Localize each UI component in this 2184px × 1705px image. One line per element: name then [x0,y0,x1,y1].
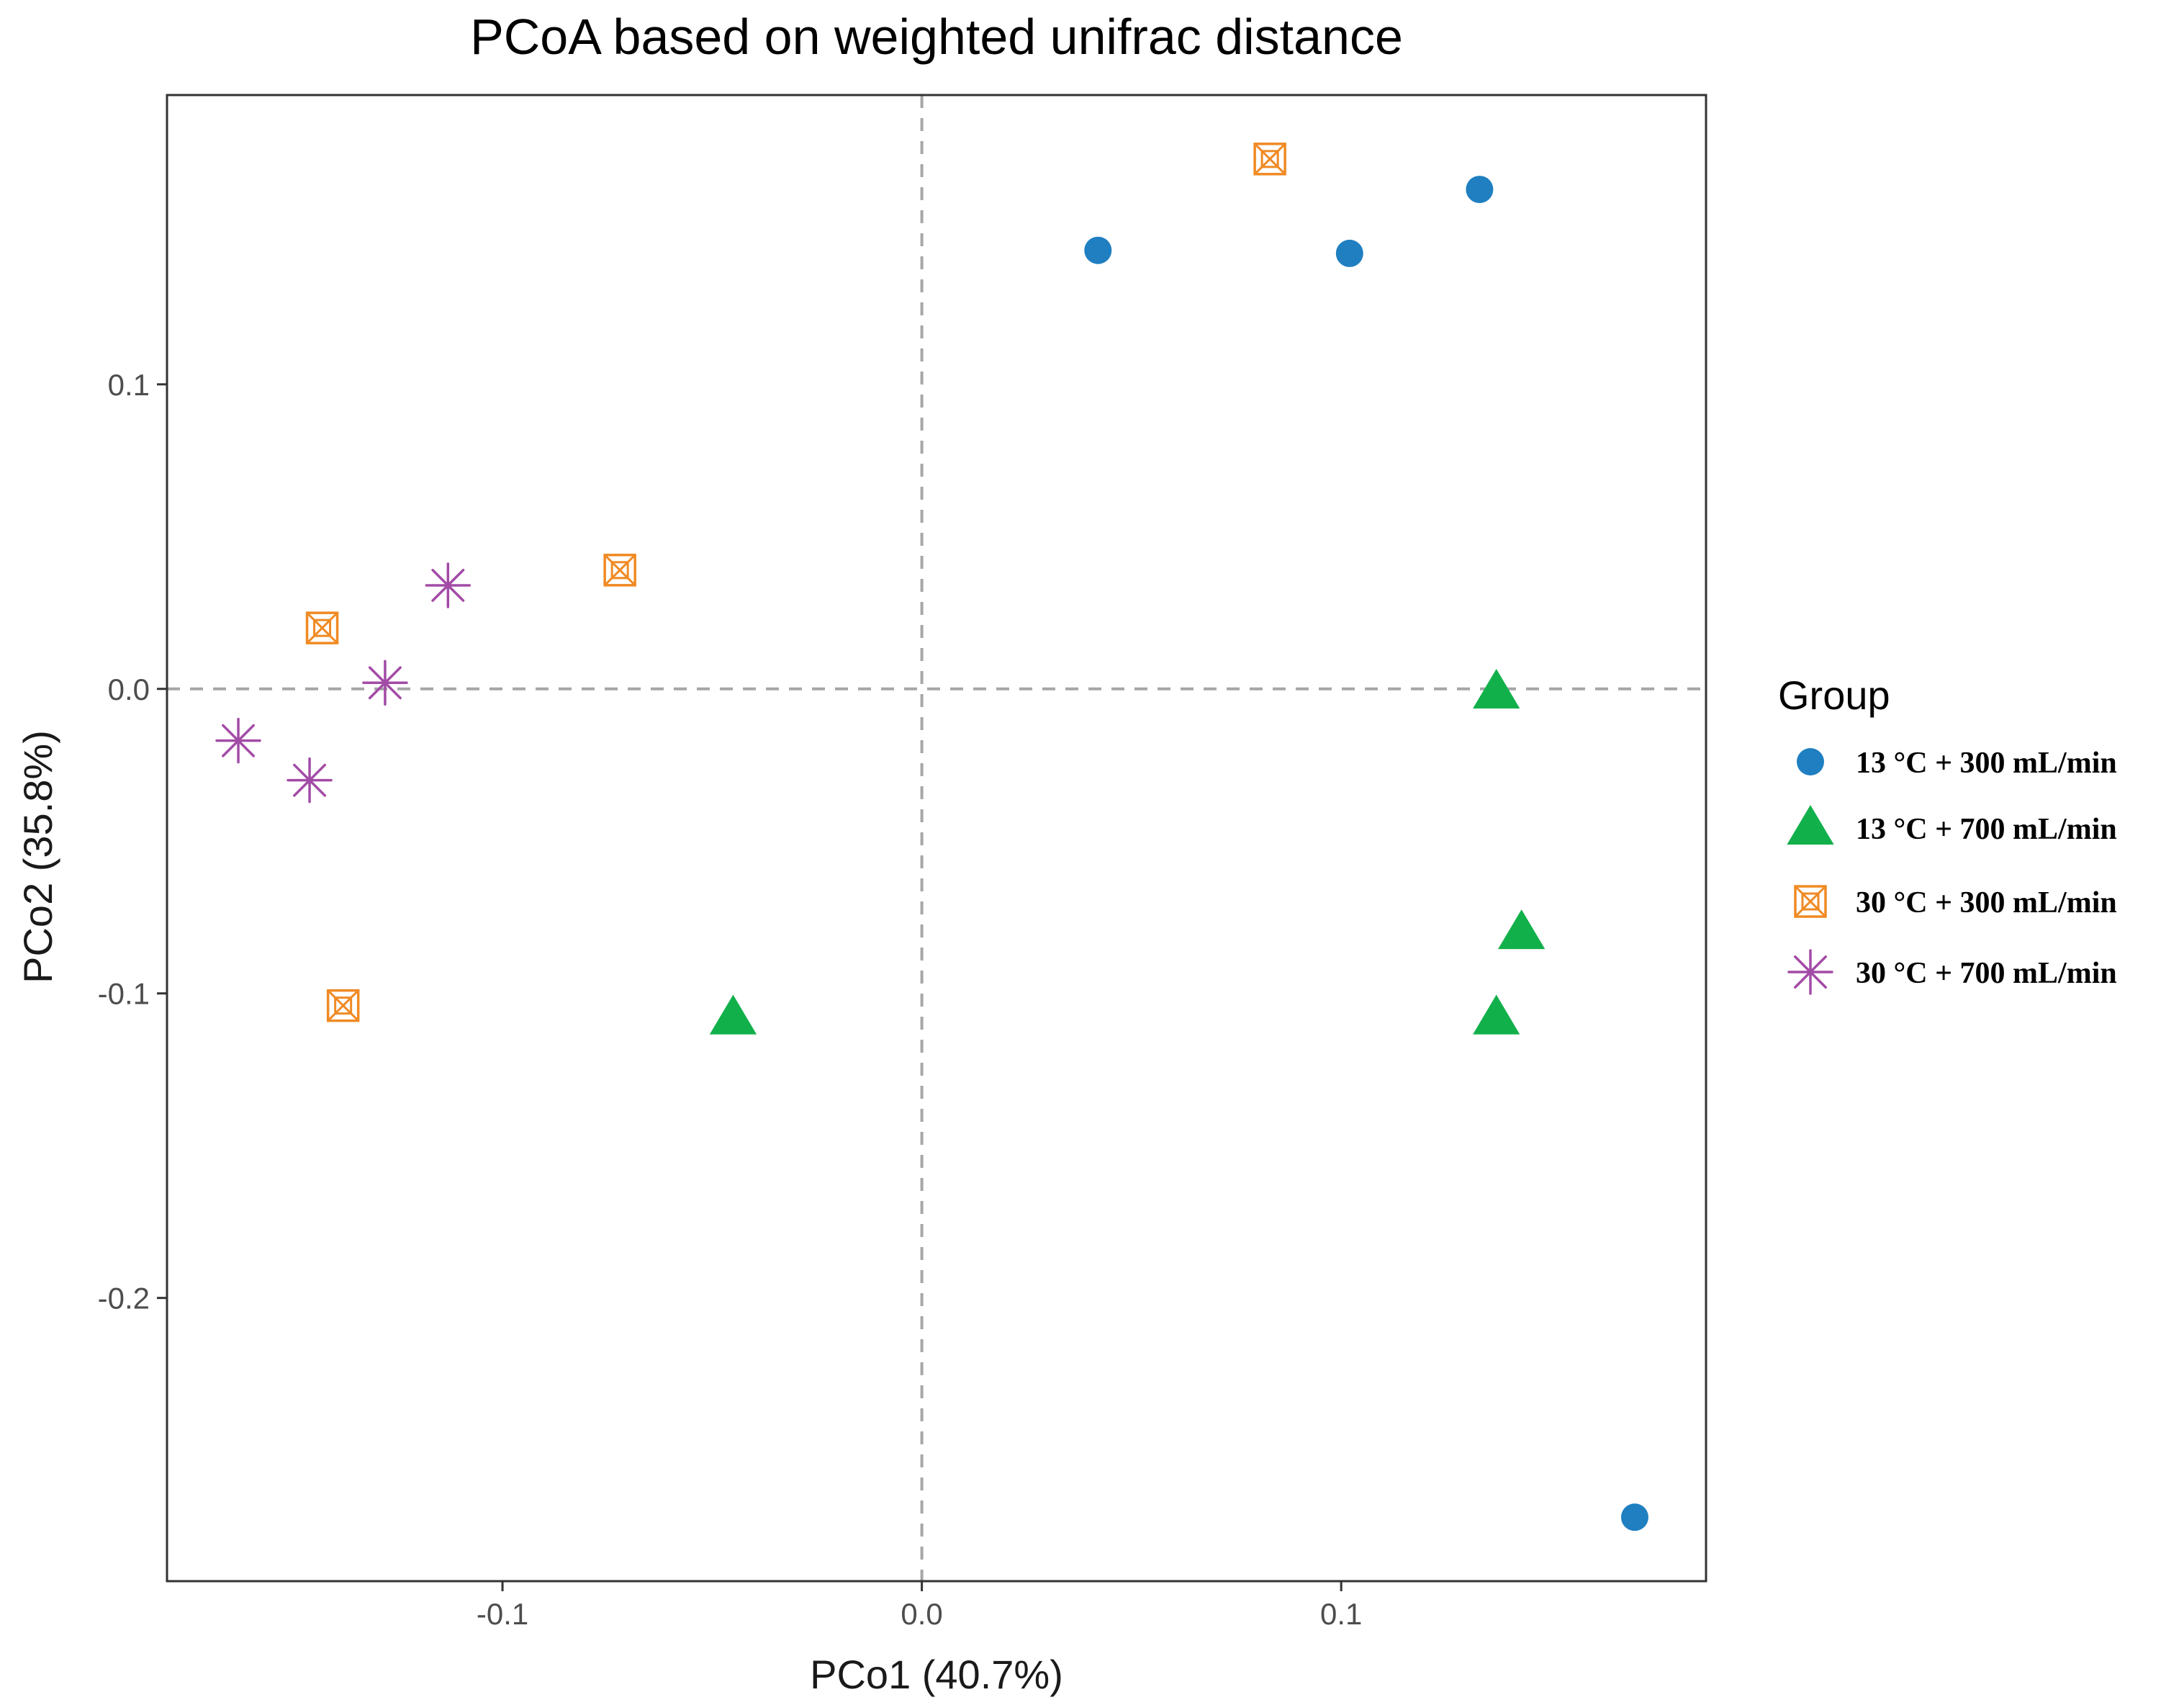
legend-label: 13 °C + 300 mL/min [1856,747,2117,780]
legend-title: Group [1778,672,1890,718]
y-axis: -0.2 -0.1 0.0 0.1 [98,368,167,1315]
data-point [286,757,333,804]
chart-title: PCoA based on weighted unifrac distance [470,9,1403,65]
legend-label: 30 °C + 700 mL/min [1856,957,2117,990]
legend-key [1797,748,1824,775]
data-point [1473,994,1520,1035]
data-point [1466,176,1494,204]
legend-key [1787,805,1834,845]
x-tick-label: -0.1 [477,1597,528,1631]
legend-key [1787,949,1833,995]
data-point [603,554,636,587]
legend-label: 13 °C + 700 mL/min [1856,813,2117,846]
y-tick-label: 0.0 [108,672,150,706]
data-point [305,611,339,644]
data-point [1335,239,1363,267]
data-points [215,143,1648,1531]
x-axis-title: PCo1 (40.7%) [810,1652,1063,1697]
data-point [1498,909,1546,950]
y-axis-title: PCo2 (35.8%) [15,730,60,984]
legend-label: 30 °C + 300 mL/min [1856,886,2117,919]
data-point [326,989,360,1022]
data-point [362,660,408,706]
data-point [1084,236,1112,264]
legend-items: 13 °C + 300 mL/min 13 °C + 700 mL/min 30 °… [1787,747,2117,995]
legend: Group 13 °C + 300 mL/min 13 °C + 700 mL/m… [1778,672,2117,995]
data-point [425,562,471,608]
data-point [1473,668,1520,709]
x-axis: -0.1 0.0 0.1 [477,1581,1362,1631]
y-tick-label: 0.1 [108,368,150,402]
data-point [1253,143,1286,176]
legend-key [1794,885,1827,918]
data-point [215,717,261,764]
x-tick-label: 0.0 [901,1597,942,1631]
y-tick-label: -0.1 [98,977,150,1011]
plot-border [166,94,1707,1583]
plot-panel [167,95,1706,1581]
data-point [709,994,757,1035]
x-tick-label: 0.1 [1320,1597,1362,1631]
data-point [1620,1503,1648,1531]
reference-lines [167,95,1706,1581]
y-tick-label: -0.2 [98,1282,150,1315]
